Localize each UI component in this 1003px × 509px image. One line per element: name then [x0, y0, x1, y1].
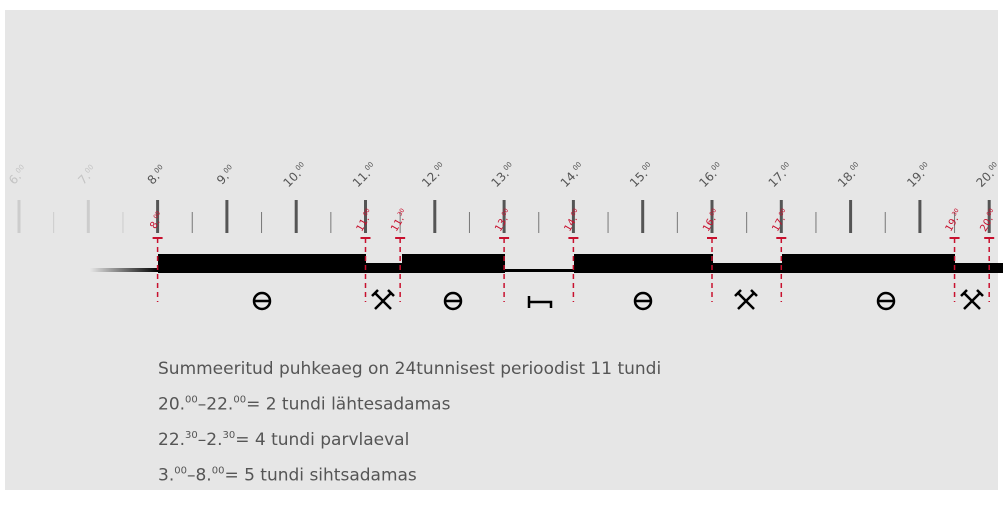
minutes: 00: [363, 160, 375, 172]
minutes: 00: [502, 160, 514, 172]
marker-label: 8.00: [148, 210, 167, 231]
note-line: 3.00–8.00= 5 tundi sihtsadamas: [158, 466, 417, 486]
hour: 8.: [148, 217, 162, 231]
notes: Summeeritud puhkeaeg on 24tunnisest peri…: [158, 359, 661, 486]
time-markers: 8.00 11.0011.3013.0014.0016.0017.0019.302…: [148, 207, 996, 302]
driving: [158, 254, 366, 273]
superscript: 00: [233, 395, 246, 406]
minutes: 00: [570, 207, 580, 217]
break: [505, 269, 574, 272]
work: [955, 263, 1003, 273]
wheel-icon: [876, 291, 896, 311]
hour-label: 8.00: [145, 163, 169, 187]
hour-label: 9.00: [214, 163, 238, 187]
panel: [5, 10, 998, 490]
hour-label: 6.00: [6, 163, 30, 187]
minutes: 00: [778, 207, 788, 217]
minutes: 00: [987, 160, 999, 172]
text: = 5 tundi sihtsadamas: [224, 466, 416, 486]
work: [713, 263, 782, 273]
driving: [782, 254, 955, 273]
superscript: 00: [185, 395, 198, 406]
note-line: 22.30–2.30= 4 tundi parvlaeval: [158, 430, 409, 450]
hammers-icon: [371, 289, 395, 310]
minutes: 30: [396, 207, 406, 217]
superscript: 00: [212, 466, 225, 477]
minutes: 00: [708, 207, 718, 217]
minutes: 00: [779, 160, 791, 172]
minutes: 00: [153, 163, 165, 175]
minutes: 00: [433, 160, 445, 172]
driving: [402, 254, 505, 273]
minutes: 00: [571, 160, 583, 172]
minutes: 30: [951, 207, 961, 217]
timeline-bars: [90, 254, 1003, 273]
minutes: 00: [362, 207, 372, 217]
minutes: 00: [985, 207, 995, 217]
minutes: 00: [918, 160, 930, 172]
minutes: 00: [500, 207, 510, 217]
text: 20.: [158, 395, 185, 415]
minutes: 00: [14, 163, 26, 175]
text: = 2 tundi lähtesadamas: [246, 395, 451, 415]
minutes: 00: [848, 160, 860, 172]
text: 22.: [158, 430, 185, 450]
icons: [252, 289, 984, 311]
text: = 4 tundi parvlaeval: [235, 430, 409, 450]
text: Summeeritud puhkeaeg on 24tunnisest peri…: [158, 359, 661, 379]
hammers-icon: [734, 289, 758, 310]
minutes: 00: [222, 163, 234, 175]
text: 3.: [158, 466, 174, 486]
wheel-icon: [633, 291, 653, 311]
wheel-icon: [443, 291, 463, 311]
wheel-icon: [252, 291, 272, 311]
work: [366, 263, 402, 273]
lead-in: [90, 268, 158, 272]
text: –2.: [198, 430, 223, 450]
hammers-icon: [960, 289, 984, 310]
minutes: 00: [152, 210, 162, 220]
minutes: 00: [710, 160, 722, 172]
superscript: 00: [174, 466, 187, 477]
minutes: 00: [83, 163, 95, 175]
driving: [574, 254, 713, 273]
text: –22.: [198, 395, 234, 415]
bed-icon: [527, 296, 553, 308]
hour-label: 7.00: [75, 163, 99, 187]
minutes: 00: [294, 160, 306, 172]
superscript: 30: [223, 430, 236, 441]
superscript: 30: [185, 430, 198, 441]
minutes: 00: [641, 160, 653, 172]
note-line: 20.00–22.00= 2 tundi lähtesadamas: [158, 395, 451, 415]
note-line: Summeeritud puhkeaeg on 24tunnisest peri…: [158, 359, 661, 379]
text: –8.: [187, 466, 212, 486]
